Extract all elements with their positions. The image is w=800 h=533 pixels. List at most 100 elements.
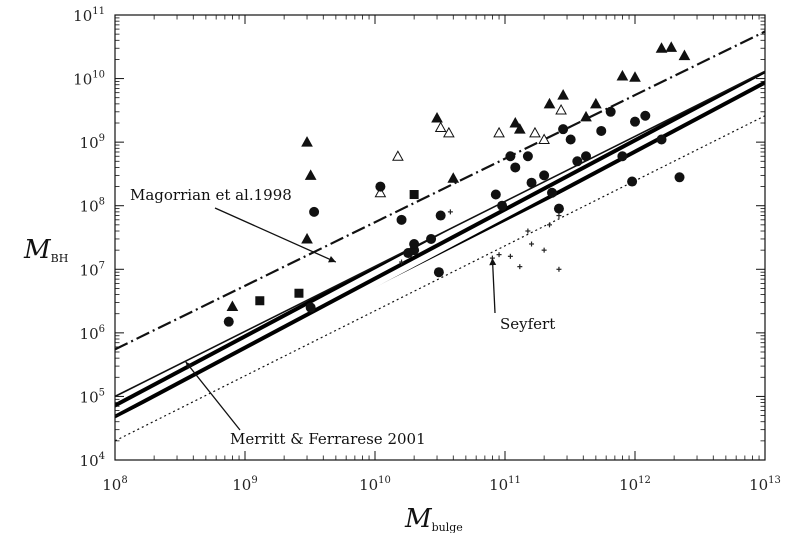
annotation-arrowhead	[328, 255, 336, 263]
data-point-open-triangle	[538, 133, 550, 145]
data-point-filled-circle	[522, 151, 533, 162]
data-point-filled-circle	[547, 187, 558, 198]
annotation-label: Merritt & Ferrarese 2001	[230, 430, 426, 448]
data-point-filled-circle	[505, 151, 516, 162]
data-point-filled-circle	[617, 151, 628, 162]
data-point-filled-circle	[309, 206, 320, 217]
x-tick-label: 1011	[489, 475, 521, 494]
data-point-filled-triangle	[513, 123, 526, 134]
data-point-filled-circle	[605, 106, 616, 117]
data-point-filled-triangle	[616, 69, 629, 81]
data-point-filled-circle	[627, 176, 638, 187]
data-point-filled-circle	[553, 203, 564, 214]
data-point-small-star	[517, 264, 523, 270]
data-point-small-star	[447, 209, 453, 215]
annotation-label: Seyfert	[500, 315, 555, 333]
data-point-filled-triangle	[226, 300, 239, 311]
data-point-small-star	[556, 213, 562, 219]
data-point-filled-circle	[305, 302, 316, 313]
x-axis-label: Mbulge	[404, 504, 463, 533]
data-point-filled-circle	[572, 156, 583, 167]
relation-line-solid	[115, 70, 765, 398]
x-tick-label: 1010	[359, 475, 391, 494]
data-point-open-triangle	[374, 186, 387, 198]
data-point-filled-triangle	[301, 232, 313, 244]
annotation-arrow	[185, 361, 241, 431]
y-tick-label: 109	[80, 133, 105, 152]
data-point-filled-circle	[426, 233, 437, 244]
data-point-filled-triangle	[431, 111, 443, 123]
data-point-small-star	[525, 228, 531, 234]
data-point-filled-triangle	[655, 42, 668, 53]
data-point-filled-triangle	[580, 110, 592, 122]
data-point-filled-circle	[596, 125, 607, 136]
data-point-filled-circle	[656, 134, 667, 145]
data-point-filled-circle	[435, 210, 446, 221]
x-tick-label: 1012	[619, 475, 651, 494]
y-tick-label: 108	[80, 197, 105, 216]
data-point-filled-triangle	[678, 49, 691, 61]
data-point-filled-triangle	[557, 89, 569, 100]
data-point-small-star	[496, 252, 502, 258]
data-point-filled-triangle	[543, 97, 556, 109]
data-point-filled-triangle	[629, 71, 641, 82]
data-point-filled-circle	[640, 110, 651, 121]
data-point-filled-triangle	[447, 172, 460, 183]
data-point-filled-circle	[409, 238, 420, 249]
y-tick-label: 107	[80, 260, 105, 279]
annotation-arrowhead	[489, 258, 497, 266]
y-tick-label: 1011	[73, 6, 105, 25]
data-point-filled-triangle	[301, 136, 313, 147]
data-point-small-star	[507, 253, 513, 259]
data-point-open-triangle	[434, 121, 447, 132]
y-tick-label: 1010	[73, 70, 105, 89]
data-point-filled-circle	[630, 116, 640, 127]
data-point-open-triangle	[392, 150, 404, 161]
data-point-filled-circle	[433, 267, 444, 278]
annotation-arrow	[214, 207, 337, 263]
data-point-small-star	[529, 241, 535, 247]
annotation-label: Magorrian et al.1998	[130, 186, 292, 204]
data-point-filled-circle	[558, 124, 569, 135]
data-point-filled-circle	[526, 177, 537, 188]
y-tick-label: 104	[80, 451, 105, 470]
relation-line-dash-dot	[115, 30, 765, 351]
y-tick-label: 105	[80, 387, 105, 406]
hatched-band	[115, 71, 765, 419]
relation-line-dotted	[115, 115, 765, 442]
data-point-filled-triangle	[509, 116, 522, 128]
data-point-small-star	[556, 266, 562, 272]
y-tick-label: 106	[80, 324, 105, 343]
annotation-arrowhead	[185, 361, 193, 370]
y-axis-label: MBH	[23, 235, 68, 265]
plot-frame	[114, 14, 766, 461]
data-point-open-triangle	[529, 126, 541, 138]
data-point-filled-circle	[375, 181, 386, 192]
data-point-small-star	[541, 247, 547, 253]
data-point-filled-square	[409, 190, 419, 200]
data-point-filled-circle	[510, 162, 521, 173]
data-point-open-triangle	[555, 104, 567, 115]
data-point-filled-triangle	[665, 41, 678, 52]
data-point-filled-circle	[223, 316, 234, 327]
data-point-open-triangle	[443, 126, 455, 138]
data-point-filled-triangle	[590, 97, 602, 109]
data-point-filled-circle	[396, 214, 407, 225]
x-tick-label: 109	[232, 475, 257, 494]
data-point-filled-circle	[674, 172, 685, 183]
data-point-filled-circle	[539, 170, 550, 181]
annotation-arrow	[491, 258, 496, 314]
data-point-filled-circle	[497, 200, 508, 211]
data-point-filled-circle	[565, 134, 576, 145]
data-point-small-star	[547, 222, 553, 228]
data-point-filled-circle	[581, 151, 592, 162]
data-point-filled-circle	[490, 189, 501, 200]
data-point-small-star	[399, 259, 405, 265]
data-point-open-triangle	[493, 126, 505, 138]
data-point-filled-triangle	[304, 169, 317, 180]
data-point-filled-square	[255, 296, 265, 306]
x-tick-label: 108	[102, 475, 127, 494]
x-tick-label: 1013	[749, 475, 781, 494]
data-point-filled-square	[294, 288, 304, 298]
